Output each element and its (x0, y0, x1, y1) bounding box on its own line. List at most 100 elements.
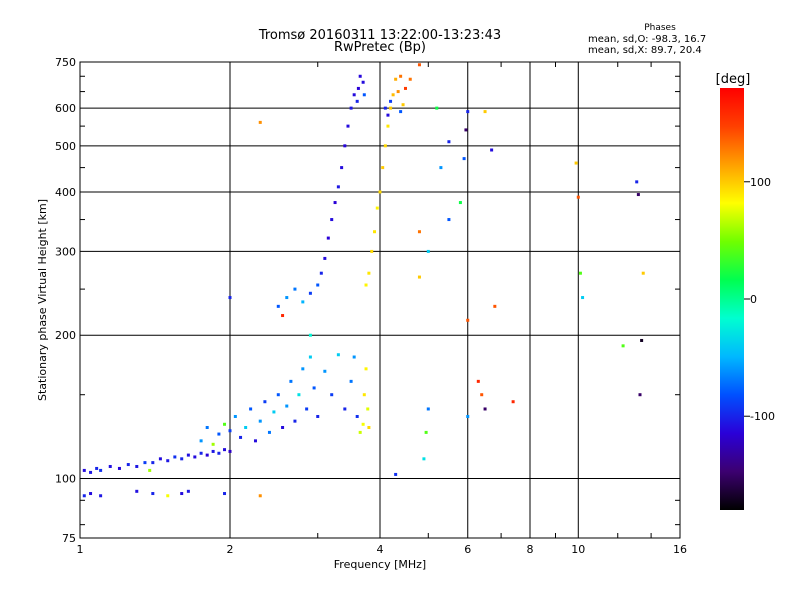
echo-point (476, 379, 480, 383)
plot-frame (79, 61, 681, 539)
echo-point (422, 457, 426, 461)
echo-point (358, 430, 362, 434)
echo-point (458, 201, 462, 205)
echo-point (281, 425, 285, 429)
echo-point (340, 166, 344, 170)
echo-point (239, 435, 243, 439)
echo-point (490, 148, 494, 152)
echo-point (638, 393, 642, 397)
echo-point (362, 393, 366, 397)
colorbar-label: [deg] (716, 72, 751, 87)
x-tick-label: 2 (227, 543, 234, 556)
echo-point (483, 407, 487, 411)
echo-point (373, 230, 377, 234)
echo-point (108, 464, 112, 468)
echo-point (267, 430, 271, 434)
echo-point (253, 439, 257, 443)
echo-point (228, 449, 232, 453)
echo-point (312, 386, 316, 390)
echo-point (301, 300, 305, 304)
chart-title: Tromsø 20160311 13:22:00-13:23:43 (258, 28, 502, 43)
echo-point (301, 367, 305, 371)
echo-point (173, 455, 177, 459)
echo-point (578, 271, 582, 275)
echo-point (244, 425, 248, 429)
echo-point (148, 468, 152, 472)
echo-point (336, 185, 340, 189)
echo-point (370, 249, 374, 253)
echo-point (355, 414, 359, 418)
echo-point (258, 494, 262, 498)
echo-point (367, 425, 371, 429)
echo-point (205, 425, 209, 429)
echo-point (99, 468, 103, 472)
echo-point (263, 400, 267, 404)
echo-point (386, 113, 390, 117)
echo-point (180, 457, 184, 461)
echo-point (417, 275, 421, 279)
echo-point (391, 93, 395, 97)
echo-point (358, 74, 362, 78)
x-tick-label: 16 (673, 543, 687, 556)
echo-point (211, 449, 215, 453)
echo-point (343, 144, 347, 148)
echo-point (435, 106, 439, 110)
echo-point (319, 271, 323, 275)
echo-point (394, 472, 398, 476)
echo-point (394, 77, 398, 81)
echo-point (480, 393, 484, 397)
y-tick-label: 500 (55, 140, 76, 153)
echo-point (356, 86, 360, 90)
echo-point (375, 206, 379, 210)
echo-point (381, 166, 385, 170)
colorbar-tick-label: 100 (750, 176, 771, 189)
echo-point (330, 393, 334, 397)
y-axis-label: Stationary phase Virtual Height [km] (36, 199, 49, 401)
echo-point (228, 429, 232, 433)
echo-point (367, 271, 371, 275)
echo-point (361, 422, 365, 426)
echo-point (403, 86, 407, 90)
echo-point (635, 180, 639, 184)
phase-o-stats: mean, sd,O: -98.3, 16.7 (588, 34, 707, 45)
echo-point (336, 353, 340, 357)
echo-point (276, 393, 280, 397)
echo-point (285, 404, 289, 408)
echo-point (389, 106, 393, 110)
echo-point (99, 494, 103, 498)
echo-point (135, 464, 139, 468)
echo-point (447, 140, 451, 144)
echo-point (323, 369, 327, 373)
echo-point (389, 99, 393, 103)
y-tick-label: 75 (62, 532, 76, 545)
echo-point (426, 407, 430, 411)
echo-point (223, 492, 227, 496)
echo-point (305, 407, 309, 411)
echo-point (333, 201, 337, 205)
echo-point (326, 236, 330, 240)
echo-point (193, 455, 197, 459)
echo-point (366, 407, 370, 411)
echo-point (640, 338, 644, 342)
echo-point (249, 407, 253, 411)
echo-point (89, 492, 93, 496)
x-tick-label: 8 (527, 543, 534, 556)
echo-point (223, 448, 227, 452)
echo-point (621, 344, 625, 348)
echo-point (308, 355, 312, 359)
echo-point (399, 110, 403, 114)
echo-point (217, 432, 221, 436)
echo-point (308, 333, 312, 337)
echo-point (186, 453, 190, 457)
echo-point (417, 63, 421, 67)
echo-point (355, 99, 359, 103)
echo-point (316, 283, 320, 287)
echo-point (447, 218, 451, 222)
echo-point (308, 291, 312, 295)
colorbar-gradient (720, 88, 744, 510)
echo-point (352, 93, 356, 97)
y-tick-label: 200 (55, 329, 76, 342)
echo-point (158, 457, 162, 461)
echo-point (352, 355, 356, 359)
